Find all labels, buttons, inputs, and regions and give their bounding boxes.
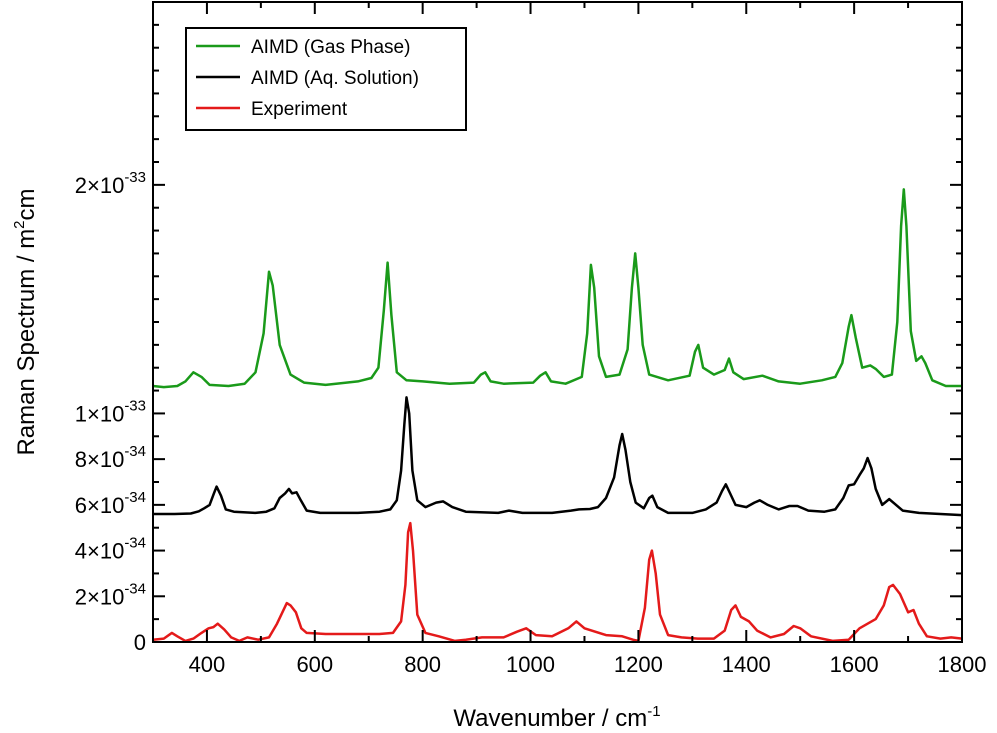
legend-label-3: Experiment xyxy=(251,99,348,120)
y-tick-label: 0 xyxy=(134,630,146,655)
x-tick-label: 1200 xyxy=(614,652,663,677)
series-line-2 xyxy=(153,396,963,517)
axes-layer: 400 600 800 1000 1200 1400 1600 1800 0 2×10-34 4×1… xyxy=(75,2,987,677)
x-tick-label: 1800 xyxy=(938,652,987,677)
y-tick-label: 8×10-34 xyxy=(75,443,146,472)
series-line-1 xyxy=(152,188,962,389)
x-tick-label: 600 xyxy=(296,652,333,677)
x-tick-label: 800 xyxy=(404,652,441,677)
series-layer xyxy=(152,188,963,643)
y-axis-label: Raman Spectrum / m2cm xyxy=(11,188,40,455)
x-axis-label: Wavenumber / cm-1 xyxy=(453,703,660,732)
x-tick-label: 1400 xyxy=(722,652,771,677)
x-tick-label: 400 xyxy=(189,652,226,677)
y-tick-label: 2×10-34 xyxy=(75,580,146,609)
y-tick-label: 6×10-34 xyxy=(75,489,146,518)
y-tick-label: 4×10-34 xyxy=(75,535,146,564)
x-tick-label: 1000 xyxy=(506,652,555,677)
series-line-3 xyxy=(152,521,963,643)
y-tick-label: 2×10-33 xyxy=(75,169,146,198)
y-tick-label: 1×10-33 xyxy=(75,397,146,426)
x-tick-label: 1600 xyxy=(830,652,879,677)
legend-label-1: AIMD (Gas Phase) xyxy=(251,37,410,58)
legend-label-2: AIMD (Aq. Solution) xyxy=(251,68,419,89)
legend: AIMD (Gas Phase) AIMD (Aq. Solution) Exper… xyxy=(185,27,467,131)
